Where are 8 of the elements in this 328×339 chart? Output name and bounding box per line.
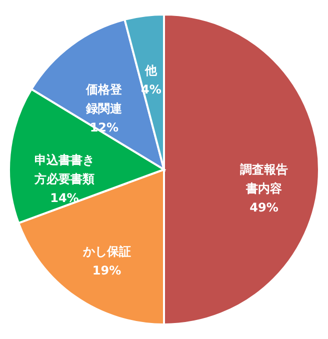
- slice-label: 他: [144, 63, 158, 78]
- data-label: 14%: [50, 190, 79, 205]
- slice-label: 価格登録関連: [85, 82, 124, 116]
- data-label: 49%: [250, 200, 278, 214]
- slice-label: かし保証: [82, 244, 131, 259]
- data-label: 19%: [92, 264, 122, 278]
- slice-label: 申込書書き方必要書類: [33, 152, 94, 186]
- slice-label: 調査報告書内容: [239, 162, 288, 196]
